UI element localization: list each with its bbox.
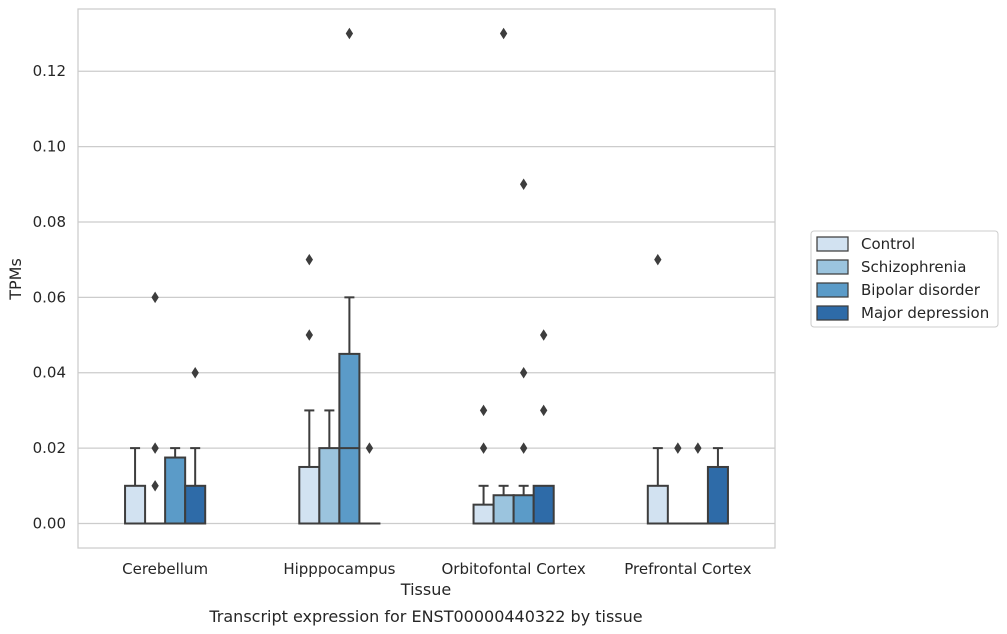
- outlier-point: [151, 480, 159, 492]
- legend-label: Bipolar disorder: [861, 281, 981, 299]
- outlier-point: [479, 404, 488, 417]
- outlier-point: [305, 253, 313, 266]
- x-tick-label: Hipppocampus: [283, 560, 395, 578]
- outlier-point: [674, 442, 682, 454]
- box-group: [298, 253, 321, 525]
- box-group: [184, 366, 207, 525]
- outlier-point: [151, 291, 159, 304]
- box-group: [532, 329, 555, 525]
- legend-swatch: [816, 305, 849, 321]
- outlier-point: [519, 178, 528, 191]
- legend: Control Schizophrenia Bipolar disorder Majo…: [810, 230, 999, 328]
- box: [512, 494, 535, 525]
- y-axis-label: TPMs: [6, 258, 25, 301]
- box: [646, 484, 669, 525]
- chart-caption: Transcript expression for ENST0000044032…: [208, 607, 642, 626]
- y-tick-label: 0.10: [33, 138, 66, 156]
- x-axis-label: Tissue: [400, 580, 451, 599]
- box: [472, 503, 495, 525]
- box: [184, 484, 207, 525]
- y-tick-label: 0.04: [33, 364, 66, 382]
- x-tick-label: Prefrontal Cortex: [624, 560, 751, 578]
- outlier-point: [654, 253, 662, 266]
- outlier-point: [519, 366, 528, 379]
- box: [532, 484, 555, 525]
- box-group: [144, 291, 167, 525]
- box-group: [512, 178, 535, 525]
- boxes: [124, 27, 729, 525]
- box-group: [492, 27, 515, 525]
- box-group: [338, 27, 361, 525]
- legend-frame: [810, 230, 999, 328]
- outlier-point: [305, 329, 313, 341]
- box: [124, 484, 147, 525]
- x-axis-ticks: Cerebellum Hipppocampus Orbitofontal Corte…: [122, 560, 751, 578]
- box: [338, 352, 361, 525]
- y-tick-label: 0.06: [33, 288, 66, 306]
- legend-swatch: [816, 259, 849, 275]
- outlier-point: [519, 442, 528, 454]
- box-group: [318, 409, 341, 525]
- outlier-point: [151, 442, 159, 454]
- outlier-point: [540, 329, 548, 341]
- legend-label: Control: [861, 235, 915, 253]
- outlier-point: [499, 27, 508, 40]
- box-group: [706, 447, 729, 525]
- y-tick-label: 0.02: [33, 439, 66, 457]
- gridlines: [78, 70, 775, 525]
- x-tick-label: Cerebellum: [122, 560, 208, 578]
- box: [706, 465, 729, 525]
- box: [298, 465, 321, 525]
- legend-label: Major depression: [861, 304, 989, 322]
- y-tick-label: 0.08: [33, 213, 66, 231]
- plot-frame: [77, 8, 776, 549]
- outlier-point: [540, 404, 548, 417]
- y-tick-label: 0.12: [33, 62, 66, 80]
- outlier-point: [365, 442, 374, 454]
- legend-swatch: [816, 236, 849, 252]
- x-tick-label: Orbitofontal Cortex: [442, 560, 586, 578]
- outlier-point: [694, 442, 702, 454]
- outlier-point: [345, 27, 354, 40]
- box: [164, 456, 187, 525]
- box-group: [358, 442, 381, 525]
- legend-swatch: [816, 282, 849, 298]
- box-group: [666, 442, 689, 525]
- legend-label: Schizophrenia: [861, 258, 966, 276]
- y-tick-label: 0.00: [33, 515, 66, 533]
- box-group: [686, 442, 709, 525]
- outlier-point: [479, 442, 488, 454]
- box-group: [472, 404, 495, 525]
- box: [492, 494, 515, 525]
- outlier-point: [191, 366, 199, 379]
- box-group: [164, 447, 187, 525]
- y-axis-ticks: 0.00 0.02 0.04 0.06 0.08 0.10 0.12: [33, 62, 66, 532]
- box-group: [124, 447, 147, 525]
- box: [318, 447, 341, 525]
- box-group: [646, 253, 669, 525]
